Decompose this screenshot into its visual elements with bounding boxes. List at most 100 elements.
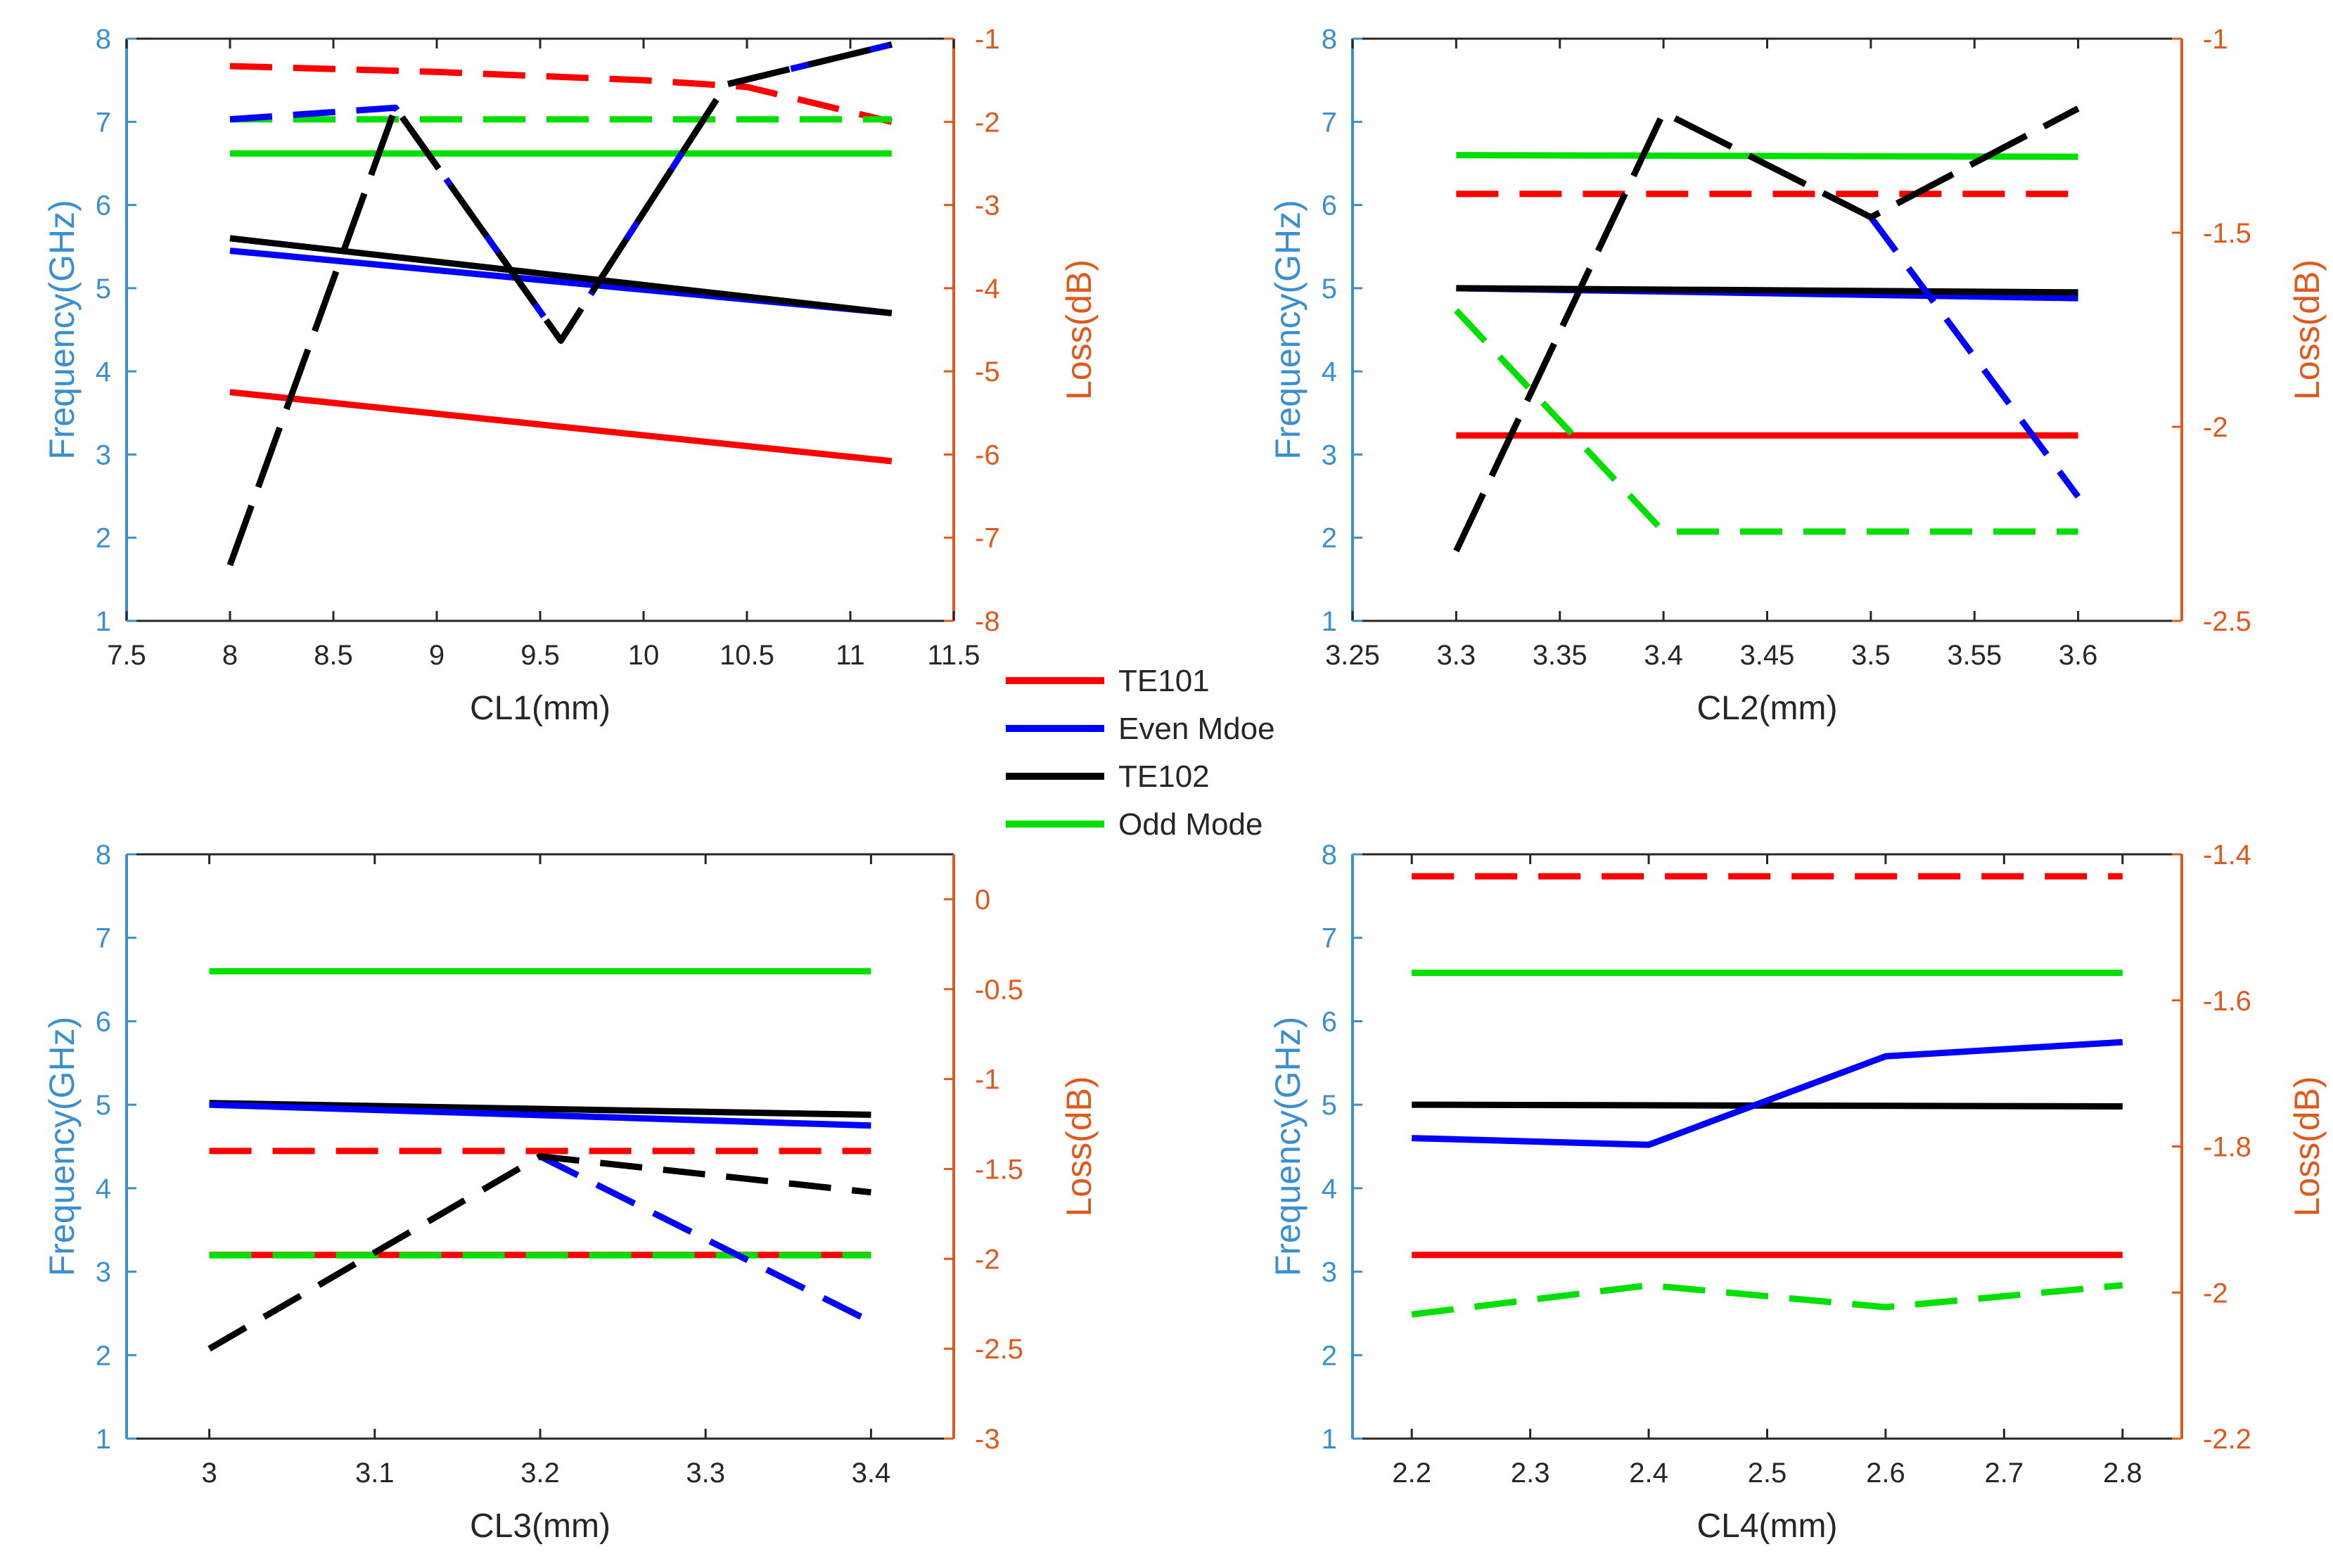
right-y-tick-label: -1.5 — [2203, 218, 2251, 249]
series-line-6 — [1454, 308, 2078, 535]
left-y-tick-label: 8 — [1322, 840, 1337, 870]
series-line-8 — [226, 41, 893, 567]
x-tick-label: 3.25 — [1325, 640, 1380, 671]
legend-label: Odd Mode — [1118, 807, 1263, 842]
left-y-tick-label: 8 — [96, 24, 111, 55]
series-line-6 — [1411, 1282, 2123, 1318]
x-tick-label: 8.5 — [314, 640, 353, 671]
x-tick-label: 3.2 — [520, 1458, 560, 1489]
right-y-tick-label: -2.2 — [2203, 1424, 2251, 1455]
x-tick-label: 10.5 — [720, 640, 774, 671]
x-tick-label: 3.3 — [686, 1458, 725, 1489]
right-y-tick-label: -1.4 — [2203, 840, 2251, 870]
x-axis-label: CL2(mm) — [1697, 690, 1838, 727]
x-tick-label: 10 — [628, 640, 660, 671]
series-line-7 — [538, 1153, 873, 1325]
left-y-tick-label: 5 — [96, 274, 111, 304]
left-y-axis-label: Frequency(GHz) — [1268, 200, 1308, 460]
x-tick-label: 2.7 — [1985, 1458, 2024, 1489]
right-y-tick-label: -6 — [975, 439, 1000, 470]
x-tick-label: 2.4 — [1629, 1458, 1668, 1489]
series-line-8 — [207, 1153, 871, 1352]
series-line-4 — [1412, 1039, 2123, 1148]
series-line-3 — [209, 1101, 871, 1129]
left-y-tick-label: 5 — [1322, 1090, 1337, 1121]
right-y-tick-label: -1.6 — [2203, 986, 2251, 1017]
right-y-tick-label: -7 — [975, 523, 1000, 554]
series-line-3 — [1412, 1101, 2123, 1110]
right-y-tick-label: -2 — [2203, 412, 2228, 443]
x-tick-label: 2.5 — [1748, 1458, 1787, 1489]
right-y-axis-label: Loss(dB) — [1059, 259, 1099, 400]
left-y-tick-label: 8 — [96, 840, 111, 870]
x-tick-label: 3.55 — [1947, 640, 2002, 671]
left-y-tick-label: 1 — [96, 1424, 111, 1455]
left-y-tick-label: 7 — [1322, 107, 1337, 138]
left-y-tick-label: 7 — [96, 923, 111, 954]
right-y-tick-label: -3 — [975, 191, 1000, 221]
left-y-tick-label: 8 — [1322, 24, 1337, 55]
left-y-tick-label: 2 — [1322, 1340, 1337, 1371]
x-axis-label: CL4(mm) — [1697, 1508, 1838, 1545]
left-y-tick-label: 6 — [96, 1006, 111, 1037]
right-y-tick-label: -1 — [975, 1065, 1000, 1095]
right-y-axis-label: Loss(dB) — [2287, 1076, 2327, 1216]
left-y-tick-label: 5 — [96, 1090, 111, 1121]
left-y-tick-label: 2 — [96, 1340, 111, 1371]
left-y-tick-label: 7 — [1322, 923, 1337, 954]
x-tick-label: 3.4 — [1644, 640, 1683, 671]
chart-panel-4: 2.2 2.3 2.4 2.5 2.6 2.7 2.8 1 2 3 4 5 6 7 8 -2.2 -2 -1.8 -… — [1268, 840, 2327, 1545]
left-y-tick-label: 4 — [96, 1174, 111, 1204]
left-y-tick-label: 6 — [96, 191, 111, 221]
x-tick-label: 3.45 — [1740, 640, 1795, 671]
left-y-tick-label: 2 — [96, 523, 111, 554]
left-y-tick-label: 3 — [1322, 1257, 1337, 1288]
left-y-tick-label: 7 — [96, 107, 111, 138]
x-tick-label: 3.3 — [1437, 640, 1476, 671]
series-line-1 — [229, 389, 893, 465]
left-y-tick-label: 3 — [96, 1257, 111, 1288]
right-y-tick-label: -5 — [975, 356, 1000, 387]
left-y-tick-label: 5 — [1322, 274, 1337, 304]
right-y-axis-label: Loss(dB) — [2287, 259, 2327, 400]
left-y-tick-label: 6 — [1322, 191, 1337, 221]
x-tick-label: 7.5 — [107, 640, 146, 671]
series-line-7 — [1868, 215, 2081, 499]
right-y-tick-label: -1.8 — [2203, 1132, 2251, 1163]
right-y-tick-label: -8 — [975, 606, 1000, 637]
left-y-tick-label: 1 — [96, 606, 111, 637]
right-y-tick-label: 0 — [975, 885, 990, 915]
left-y-tick-label: 4 — [96, 356, 111, 387]
x-tick-label: 2.2 — [1392, 1458, 1431, 1489]
legend: TE101 Even Mdoe TE102 Odd Mode — [1006, 664, 1275, 842]
left-y-tick-label: 3 — [96, 439, 111, 470]
series-line-3 — [1456, 285, 2078, 296]
x-tick-label: 2.8 — [2103, 1458, 2142, 1489]
x-tick-label: 9 — [429, 640, 445, 671]
x-axis-label: CL1(mm) — [470, 690, 611, 727]
right-y-tick-label: -4 — [975, 274, 1000, 304]
x-tick-label: 3.35 — [1533, 640, 1587, 671]
left-y-axis-label: Frequency(GHz) — [42, 1017, 82, 1277]
series-line-4 — [1456, 152, 2078, 160]
x-axis-label: CL3(mm) — [470, 1508, 611, 1545]
right-y-tick-label: -2.5 — [975, 1334, 1023, 1365]
x-tick-label: 3.5 — [1851, 640, 1891, 671]
right-y-tick-label: -1 — [975, 24, 1000, 55]
x-tick-label: 9.5 — [520, 640, 560, 671]
x-tick-label: 3.6 — [2059, 640, 2098, 671]
x-tick-label: 11 — [836, 640, 865, 671]
right-y-tick-label: -2 — [975, 1244, 1000, 1275]
legend-label: Even Mdoe — [1118, 712, 1275, 746]
chart-panel-1: 7.5 8 8.5 9 9.5 10 10.5 11 11.5 1 2 3 4 5 6 7 8 -8 -7 -6 -5 -… — [42, 24, 1099, 727]
x-tick-label: 3 — [201, 1458, 217, 1489]
chart-panel-3: 3 3.1 3.2 3.3 3.4 1 2 3 4 5 6 7 8 -3 -2.5 -2 -1.5 -1 -0.5 0… — [42, 840, 1099, 1545]
right-y-tick-label: -0.5 — [975, 975, 1023, 1005]
x-tick-label: 3.4 — [852, 1458, 891, 1489]
series-line-5 — [229, 63, 893, 125]
left-y-tick-label: 6 — [1322, 1006, 1337, 1037]
right-y-tick-label: -1 — [2203, 24, 2228, 55]
legend-label: TE102 — [1118, 759, 1210, 794]
x-tick-label: 3.1 — [355, 1458, 395, 1489]
